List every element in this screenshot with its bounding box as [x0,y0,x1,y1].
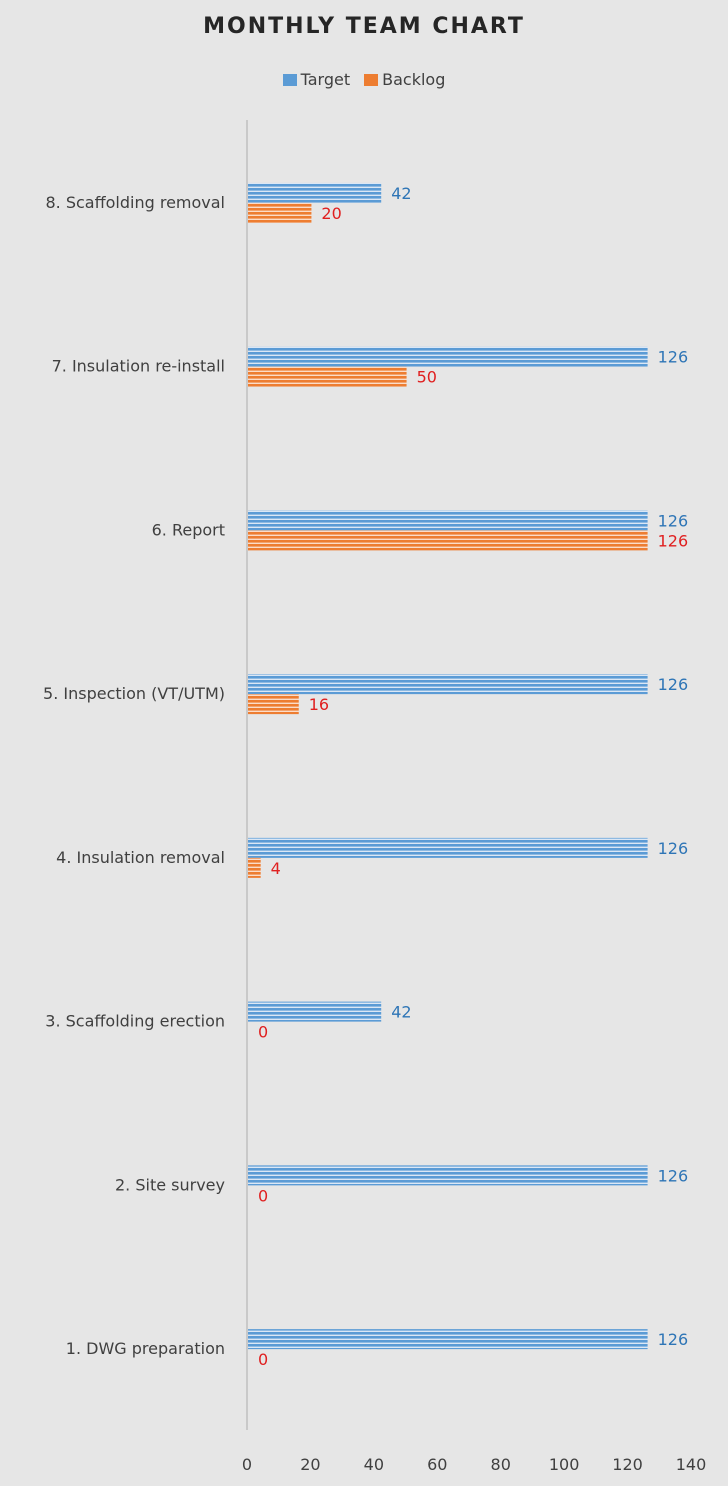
legend-label-target: Target [300,70,351,89]
x-tick-label: 80 [491,1455,511,1474]
bar-backlog [248,202,312,223]
labels-layer: 8. Scaffolding removal 42 20 7. Insulation … [43,184,688,1369]
x-tick-label: 20 [300,1455,320,1474]
category-label: 8. Scaffolding removal [45,193,225,212]
x-tick-label: 140 [676,1455,707,1474]
bar-target [248,346,648,367]
legend-item-target: Target [282,70,351,89]
data-label-target: 126 [658,839,689,858]
data-label-backlog: 4 [271,859,281,878]
bar-backlog [248,530,648,551]
legend-swatch-target [282,73,297,86]
bar-target [248,1001,382,1022]
bar-target [248,1329,648,1350]
category-label: 1. DWG preparation [66,1339,225,1358]
bars-layer [248,182,648,1350]
bar-target [248,674,648,695]
data-label-target: 126 [658,348,689,367]
bar-backlog [248,694,299,715]
data-label-backlog: 0 [258,1023,268,1042]
data-label-backlog: 126 [658,531,689,550]
category-label: 7. Insulation re-install [52,357,225,376]
x-tick-label: 60 [427,1455,447,1474]
legend-swatch-backlog [364,73,379,86]
category-label: 3. Scaffolding erection [45,1012,225,1031]
category-label: 6. Report [152,520,225,539]
bar-target [248,1165,648,1186]
axis-layer: 0 20 40 60 80 100 120 140 [242,120,706,1474]
x-tick-label: 120 [612,1455,643,1474]
category-label: 5. Inspection (VT/UTM) [43,684,225,703]
category-label: 4. Insulation removal [56,848,225,867]
category-label: 2. Site survey [115,1175,225,1194]
data-label-target: 126 [658,675,689,694]
bar-backlog [248,366,407,387]
legend-item-backlog: Backlog [364,70,445,89]
data-label-backlog: 50 [417,368,437,387]
bar-backlog [248,857,261,878]
data-label-backlog: 16 [309,695,329,714]
data-label-target: 126 [658,511,689,530]
data-label-backlog: 0 [258,1350,268,1369]
legend: Target Backlog [0,70,728,89]
bar-target [248,837,648,858]
data-label-backlog: 0 [258,1186,268,1205]
data-label-target: 126 [658,1166,689,1185]
x-tick-label: 0 [242,1455,252,1474]
chart-title: MONTHLY TEAM CHART [203,14,525,39]
data-label-target: 126 [658,1330,689,1349]
bar-target [248,510,648,531]
x-tick-label: 40 [364,1455,384,1474]
legend-label-backlog: Backlog [382,70,446,89]
data-label-target: 42 [391,1003,411,1022]
x-tick-label: 100 [549,1455,580,1474]
data-label-backlog: 20 [321,204,341,223]
bar-target [248,182,382,203]
data-label-target: 42 [391,184,411,203]
